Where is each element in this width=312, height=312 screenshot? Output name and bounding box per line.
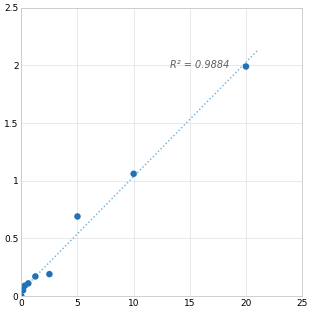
Point	[33, 274, 38, 279]
Point	[75, 214, 80, 219]
Text: R² = 0.9884: R² = 0.9884	[170, 60, 229, 70]
Point	[131, 171, 136, 176]
Point	[243, 64, 248, 69]
Point	[19, 294, 24, 299]
Point	[26, 281, 31, 286]
Point	[47, 272, 52, 277]
Point	[22, 283, 27, 288]
Point	[21, 288, 26, 293]
